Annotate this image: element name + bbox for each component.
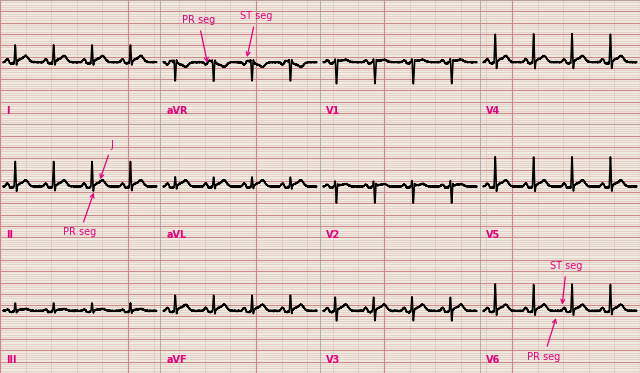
Text: V3: V3 [326, 354, 340, 364]
Text: aVF: aVF [166, 354, 187, 364]
Text: V2: V2 [326, 230, 340, 240]
Text: I: I [6, 106, 10, 116]
Text: V5: V5 [486, 230, 500, 240]
Text: ST seg: ST seg [240, 12, 272, 56]
Text: III: III [6, 354, 17, 364]
Text: V4: V4 [486, 106, 500, 116]
Text: II: II [6, 230, 13, 240]
Text: V6: V6 [486, 354, 500, 364]
Text: aVR: aVR [166, 106, 188, 116]
Text: V1: V1 [326, 106, 340, 116]
Text: PR seg: PR seg [182, 15, 215, 62]
Text: ST seg: ST seg [550, 261, 582, 303]
Text: aVL: aVL [166, 230, 187, 240]
Text: J: J [100, 140, 113, 178]
Text: PR seg: PR seg [527, 319, 561, 361]
Text: PR seg: PR seg [63, 194, 97, 237]
